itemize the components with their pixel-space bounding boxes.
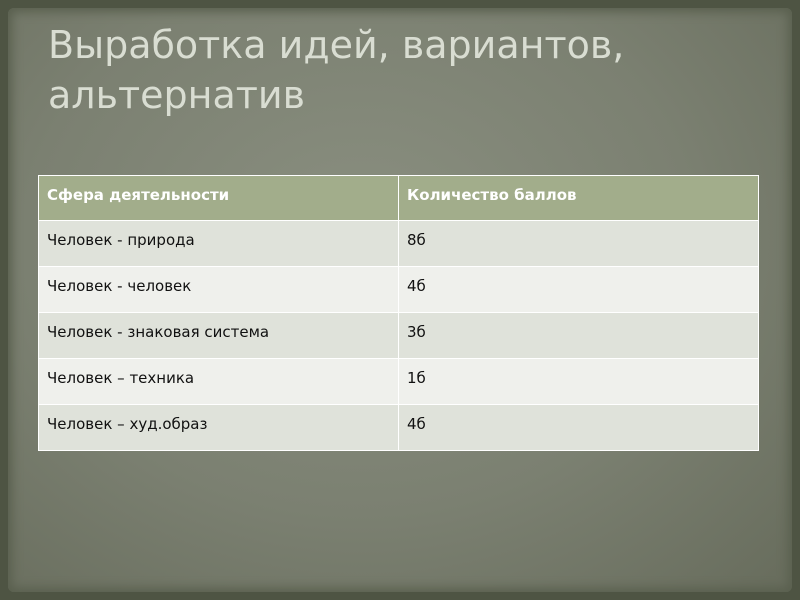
cell-score: 4б [398,404,759,451]
table-row: Человек - природа 8б [38,220,759,267]
cell-sphere: Человек – техника [38,358,399,405]
cell-score: 3б [398,312,759,359]
table-row: Человек – техника 1б [38,358,759,405]
cell-sphere: Человек – худ.образ [38,404,399,451]
cell-score: 8б [398,220,759,267]
table-header-row: Сфера деятельности Количество баллов [38,175,759,221]
cell-score: 1б [398,358,759,405]
slide-title: Выработка идей, вариантов, альтернатив [48,23,625,117]
header-score: Количество баллов [398,175,759,221]
cell-sphere: Человек - природа [38,220,399,267]
cell-score: 4б [398,266,759,313]
cell-sphere: Человек - человек [38,266,399,313]
table-row: Человек - знаковая система 3б [38,312,759,359]
header-sphere: Сфера деятельности [38,175,399,221]
cell-sphere: Человек - знаковая система [38,312,399,359]
table-row: Человек - человек 4б [38,266,759,313]
table-row: Человек – худ.образ 4б [38,404,759,451]
score-table: Сфера деятельности Количество баллов Чел… [38,175,759,451]
